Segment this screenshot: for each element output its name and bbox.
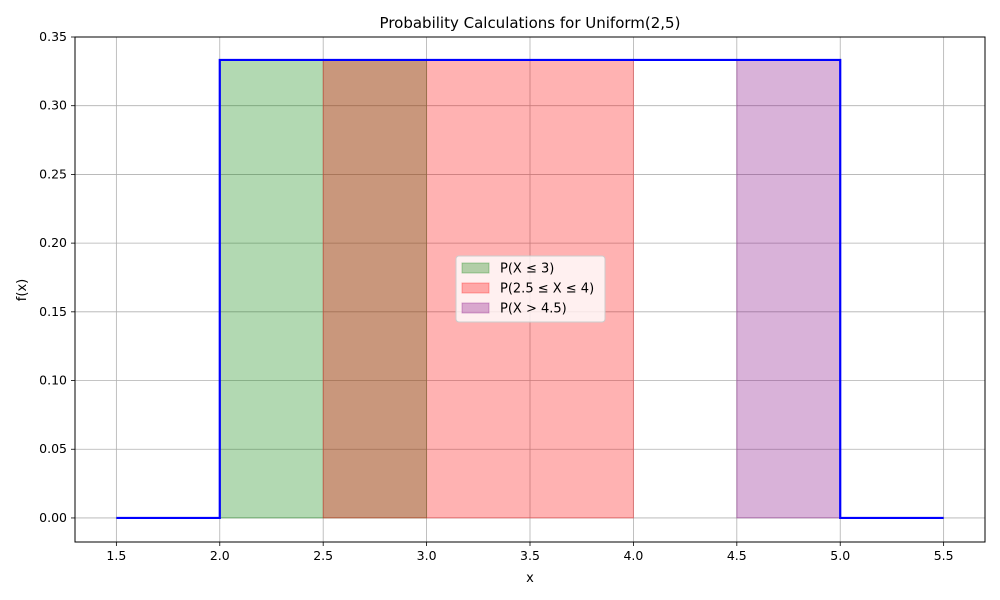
- x-axis-label: x: [526, 571, 534, 586]
- legend-swatch: [461, 262, 490, 274]
- legend-label: P(X ≤ 3): [500, 262, 554, 277]
- x-axis-ticks: 1.5 2.0 2.5 3.0 3.5 4.0 4.5 5.0 5.5: [106, 542, 954, 563]
- shaded-region: [736, 59, 841, 519]
- y-tick-label: 0.10: [39, 373, 67, 388]
- y-tick-label: 0.15: [39, 304, 67, 319]
- legend-swatch: [461, 302, 490, 314]
- legend: P(X ≤ 3) P(2.5 ≤ X ≤ 4) P(X > 4.5): [455, 255, 606, 323]
- y-tick-label: 0.30: [39, 98, 67, 113]
- x-tick-label: 3.0: [417, 548, 437, 563]
- chart-title: Probability Calculations for Uniform(2,5…: [380, 14, 681, 32]
- density-line-layer: [116, 58, 944, 520]
- legend-label: P(2.5 ≤ X ≤ 4): [500, 282, 594, 297]
- legend-swatch: [461, 282, 490, 294]
- legend-label: P(X > 4.5): [500, 302, 567, 317]
- x-tick-label: 3.5: [520, 548, 540, 563]
- x-tick-label: 1.5: [106, 548, 126, 563]
- x-tick-label: 4.5: [727, 548, 747, 563]
- y-axis-ticks: 0.00 0.05 0.10 0.15 0.20 0.25 0.30 0.35: [39, 29, 75, 525]
- y-tick-label: 0.20: [39, 235, 67, 250]
- legend-box: [455, 255, 606, 323]
- y-tick-label: 0.05: [39, 441, 67, 456]
- shaded-region: [219, 59, 428, 519]
- x-tick-label: 2.5: [313, 548, 333, 563]
- x-tick-label: 5.0: [830, 548, 850, 563]
- density-line: [116, 58, 944, 520]
- y-tick-label: 0.25: [39, 166, 67, 181]
- x-tick-label: 2.0: [210, 548, 230, 563]
- y-tick-label: 0.00: [39, 510, 67, 525]
- y-axis-label: f(x): [15, 279, 30, 301]
- y-tick-label: 0.35: [39, 29, 67, 44]
- x-tick-label: 5.5: [934, 548, 954, 563]
- x-tick-label: 4.0: [623, 548, 643, 563]
